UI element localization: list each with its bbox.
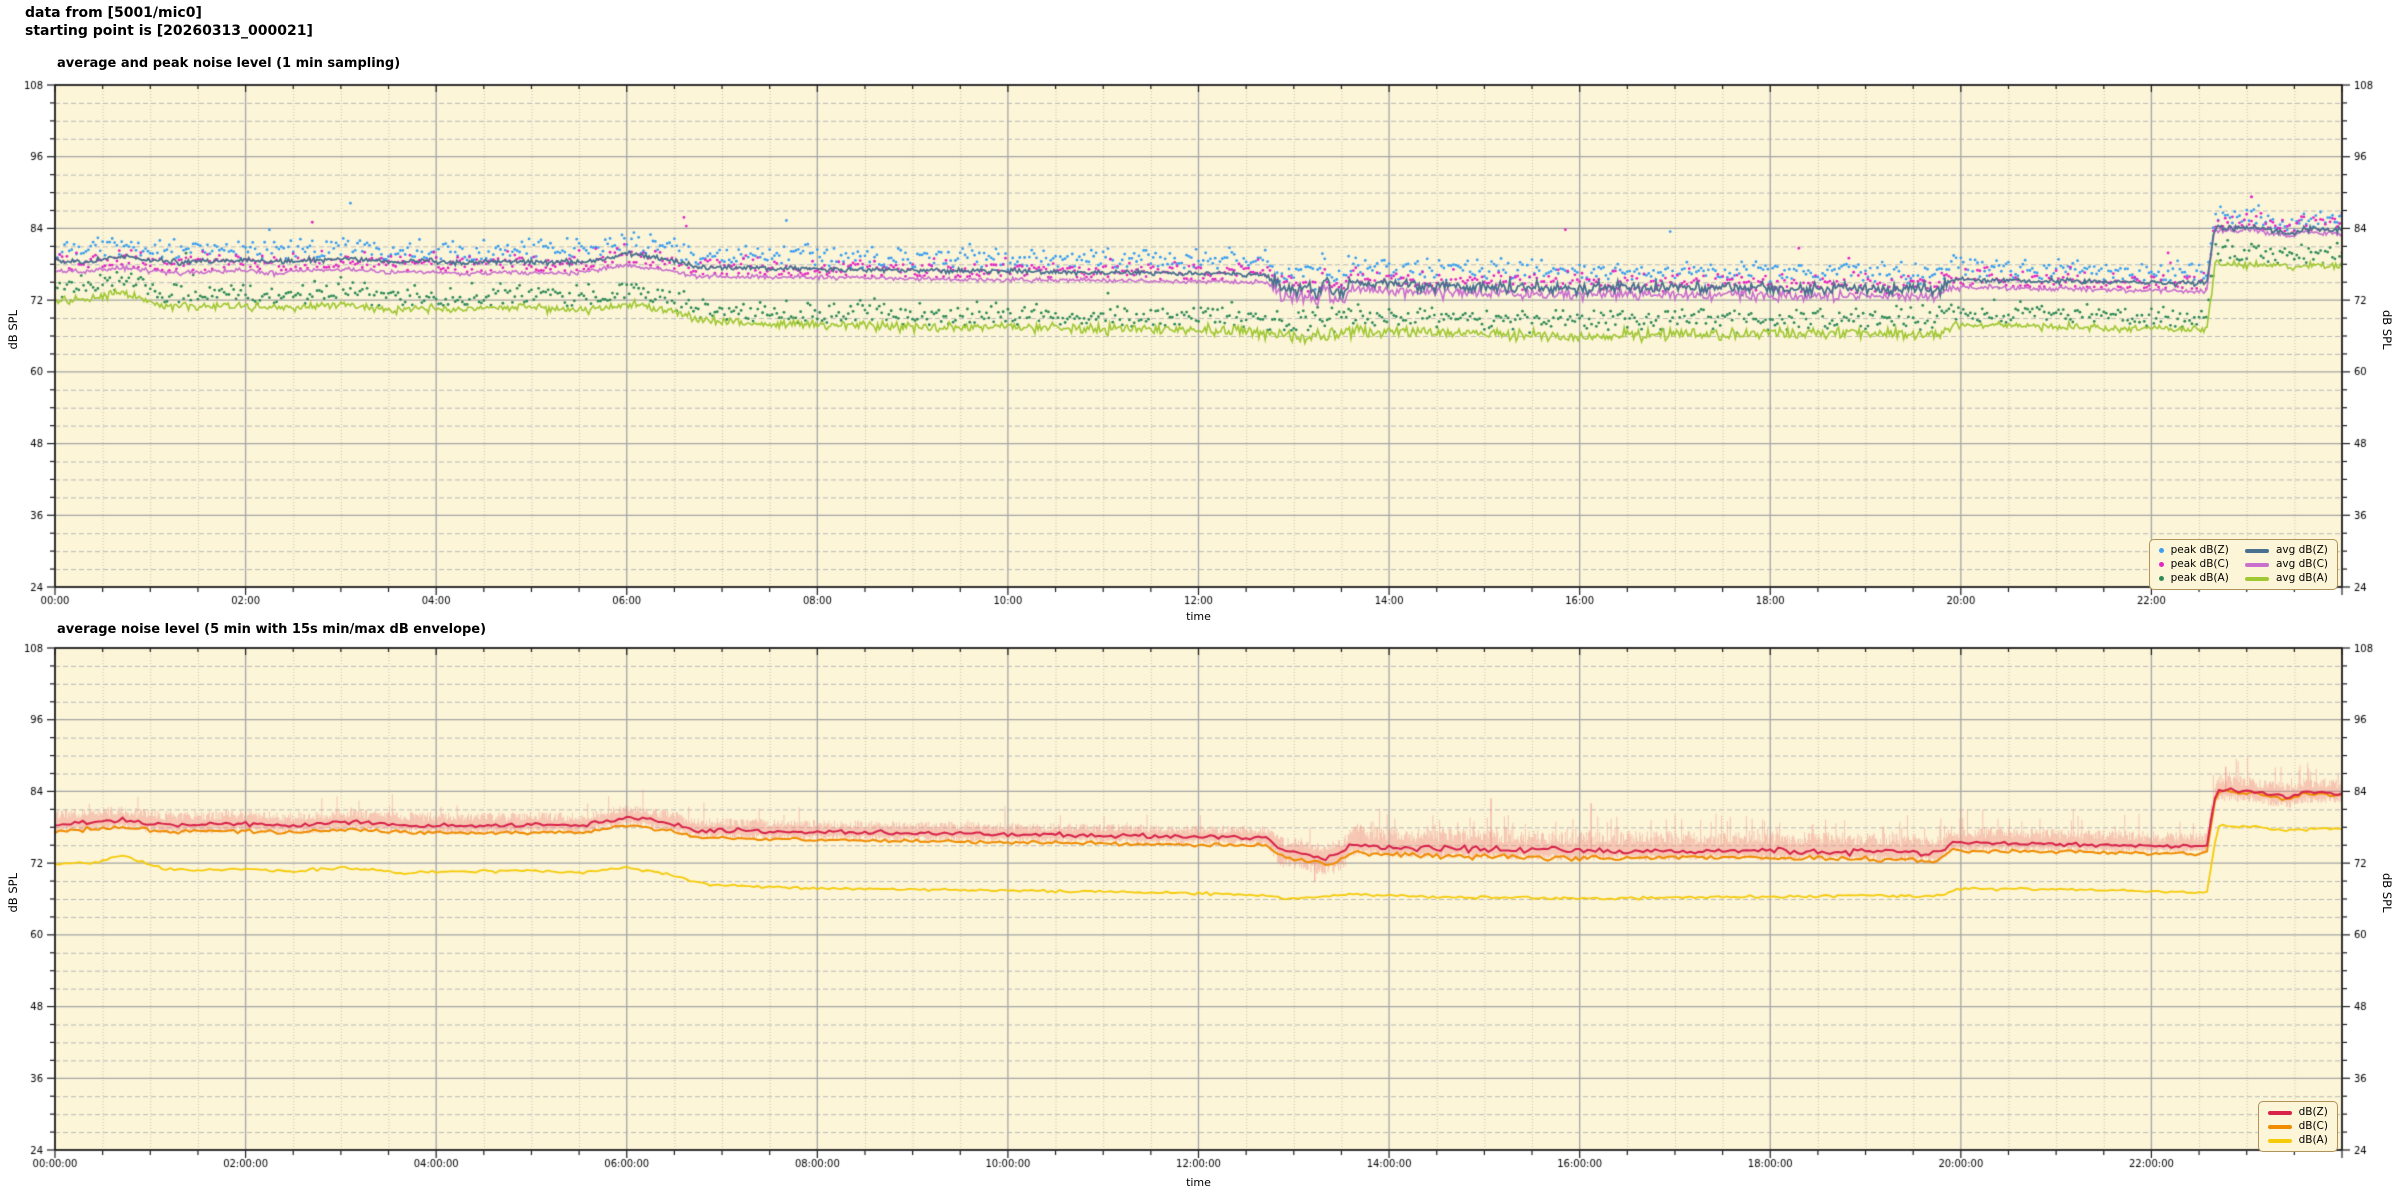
dbz-line-icon	[2267, 1110, 2292, 1115]
top-xlabel: time	[1186, 610, 1211, 623]
legend-label: peak dB(Z)	[2170, 544, 2229, 556]
peak-dba-marker-icon	[2158, 576, 2164, 581]
avg-dbz-line-icon	[2244, 548, 2269, 553]
legend-item: peak dB(Z)	[2158, 544, 2229, 557]
legend-item: peak dB(A)	[2158, 572, 2229, 585]
bottom-ylabel-right: dB SPL	[2380, 873, 2394, 913]
legend-item: avg dB(Z)	[2244, 544, 2328, 557]
legend-item: dB(Z)	[2267, 1106, 2328, 1119]
legend-item: peak dB(C)	[2158, 558, 2229, 571]
top-chart-legend: peak dB(Z) avg dB(Z) peak dB(C) avg dB(C…	[2148, 539, 2338, 590]
header-starting-point: starting point is [20260313_000021]	[25, 23, 313, 39]
peak-dbc-marker-icon	[2158, 562, 2164, 567]
top-ylabel-left: dB SPL	[6, 310, 20, 350]
avg-dba-line-icon	[2244, 576, 2269, 581]
legend-item: dB(A)	[2267, 1134, 2328, 1147]
peak-dbz-marker-icon	[2158, 548, 2164, 553]
dbc-line-icon	[2267, 1124, 2292, 1129]
legend-item: avg dB(C)	[2244, 558, 2328, 571]
legend-label: avg dB(Z)	[2275, 544, 2328, 556]
bottom-ylabel-left: dB SPL	[6, 873, 20, 913]
legend-label: avg dB(C)	[2275, 558, 2328, 570]
top-chart-title: average and peak noise level (1 min samp…	[57, 56, 401, 71]
avg-dbc-line-icon	[2244, 562, 2269, 567]
legend-label: peak dB(A)	[2170, 572, 2229, 584]
legend-label: avg dB(A)	[2275, 572, 2328, 584]
bottom-chart-legend: dB(Z) dB(C) dB(A)	[2257, 1101, 2338, 1152]
bottom-xlabel: time	[1186, 1176, 1211, 1189]
legend-label: dB(Z)	[2298, 1106, 2328, 1118]
bottom-chart-title: average noise level (5 min with 15s min/…	[57, 622, 487, 637]
dba-line-icon	[2267, 1138, 2292, 1143]
legend-label: dB(C)	[2298, 1120, 2328, 1132]
legend-item: dB(C)	[2267, 1120, 2328, 1133]
header-data-source: data from [5001/mic0]	[25, 5, 202, 21]
legend-label: dB(A)	[2298, 1134, 2328, 1146]
legend-item: avg dB(A)	[2244, 572, 2328, 585]
top-ylabel-right: dB SPL	[2380, 310, 2394, 350]
legend-label: peak dB(C)	[2170, 558, 2229, 570]
